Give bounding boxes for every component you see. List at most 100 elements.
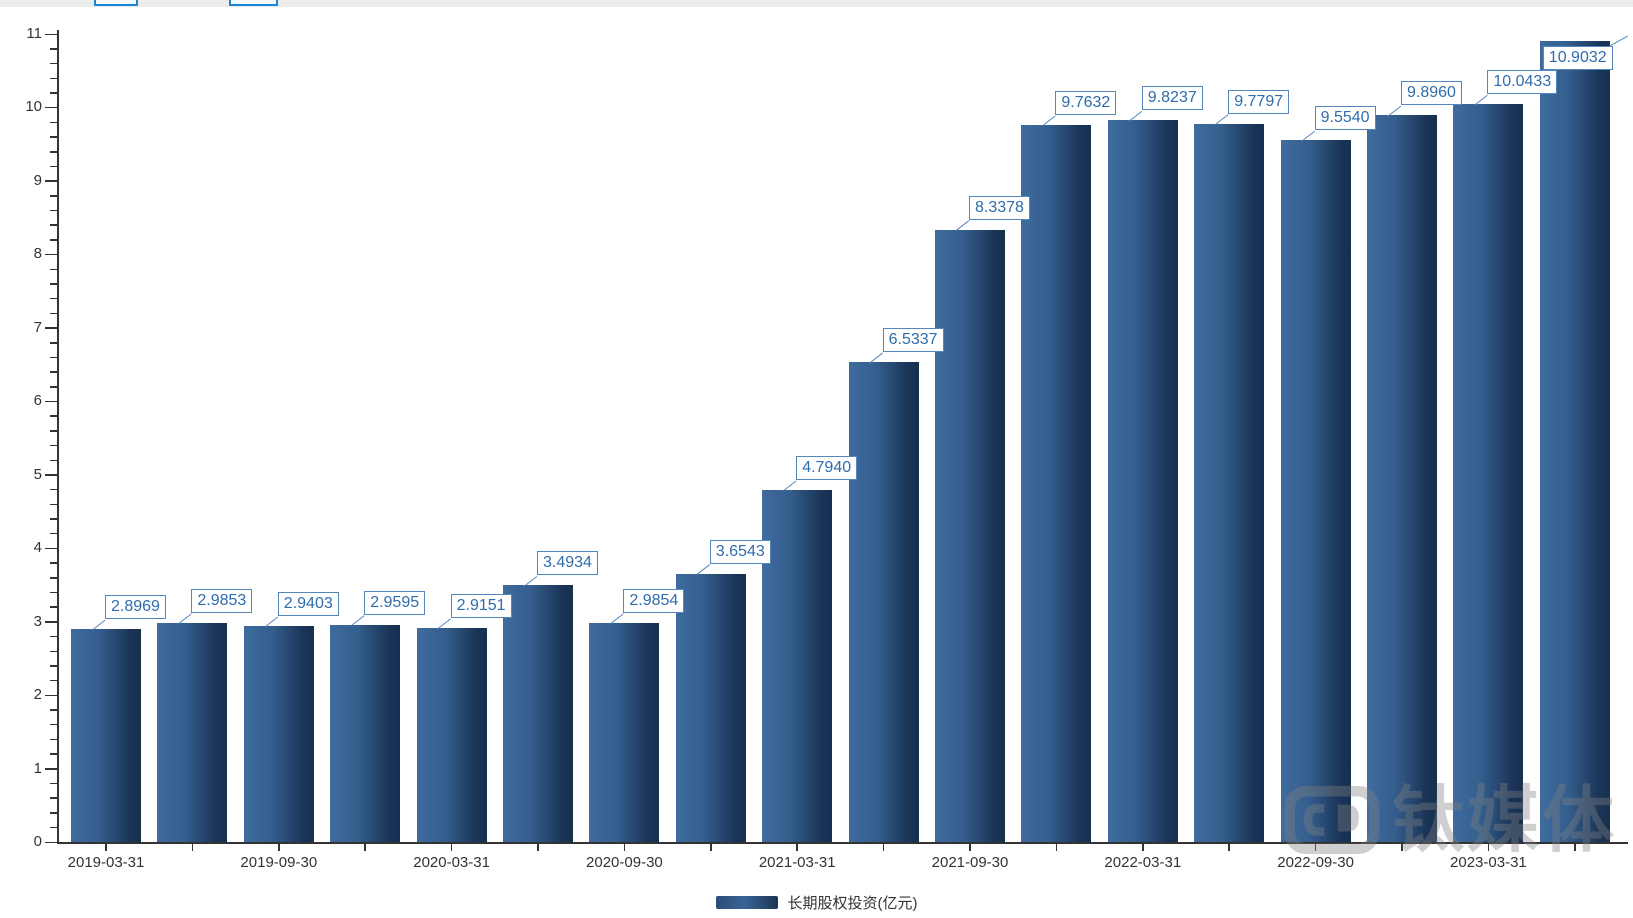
bar-value-label: 2.9854 (623, 588, 685, 613)
y-axis-tick (45, 621, 57, 623)
bar-value-label: 9.7797 (1228, 89, 1290, 114)
bar[interactable] (589, 622, 660, 842)
y-axis-minor-tick (50, 356, 57, 359)
bar[interactable] (1539, 41, 1610, 842)
x-axis-tick (450, 843, 453, 851)
y-axis-minor-tick (50, 415, 57, 417)
x-axis-tick (1314, 843, 1317, 851)
label-leader-line (869, 352, 883, 364)
bar[interactable] (848, 362, 919, 842)
x-axis-label: 2021-09-30 (931, 854, 1009, 871)
bar[interactable] (1194, 123, 1265, 842)
y-axis-minor-tick (50, 77, 57, 80)
y-axis-minor-tick (50, 297, 57, 300)
legend[interactable]: 长期股权投资(亿元) (0, 892, 1633, 913)
y-axis-label: 9 (33, 171, 42, 189)
y-axis-minor-tick (50, 650, 57, 653)
label-leader-line (1128, 111, 1143, 122)
bar-value-label: 10.9032 (1542, 46, 1613, 71)
label-leader-line (610, 613, 624, 625)
y-axis-minor-tick (50, 430, 57, 432)
x-axis-tick (105, 843, 107, 851)
bar[interactable] (1280, 140, 1351, 842)
bar[interactable] (1367, 115, 1437, 842)
y-axis-tick (45, 253, 57, 256)
y-axis-minor-tick (50, 503, 57, 506)
bar-value-label: 3.6543 (709, 539, 771, 564)
y-axis-minor-tick (50, 136, 57, 138)
y-axis-tick (45, 694, 57, 697)
x-axis-label: 2019-09-30 (240, 854, 318, 871)
label-leader-line (523, 575, 538, 587)
bar[interactable] (71, 629, 141, 842)
cropped-toolbar-strip (0, 0, 1633, 7)
x-axis-label: 2020-03-31 (413, 854, 490, 871)
bar-value-label: 9.8237 (1141, 86, 1203, 111)
y-axis-label: 10 (25, 98, 42, 116)
y-axis-minor-tick (50, 371, 57, 373)
x-axis-tick (623, 843, 626, 851)
bar-value-label: 2.9403 (277, 592, 339, 617)
y-axis-minor-tick (50, 591, 57, 594)
y-axis-minor-tick (50, 195, 57, 197)
label-leader-line (1387, 105, 1402, 117)
bar[interactable] (935, 229, 1005, 842)
y-axis-minor-tick (50, 665, 57, 667)
x-axis-line (57, 842, 1628, 844)
bar[interactable] (416, 627, 487, 842)
y-axis-label: 11 (26, 25, 42, 42)
y-axis-minor-tick (50, 342, 57, 344)
bar[interactable] (157, 622, 228, 842)
label-leader-line (1474, 94, 1488, 106)
x-axis-tick (1574, 843, 1576, 851)
bar[interactable] (1021, 124, 1092, 842)
bar-value-label: 6.5337 (882, 328, 944, 353)
x-axis-label: 2022-09-30 (1277, 854, 1354, 871)
x-axis-tick (1228, 843, 1230, 851)
y-axis-tick (45, 180, 57, 182)
x-axis-label: 2020-09-30 (586, 854, 663, 871)
y-axis-label: 4 (33, 539, 42, 557)
y-axis-minor-tick (50, 62, 57, 65)
y-axis-minor-tick (50, 532, 57, 535)
cropped-toolbar-button[interactable] (94, 0, 138, 6)
bar[interactable] (503, 585, 573, 842)
x-axis-tick (710, 843, 712, 851)
bar-value-label: 2.8969 (105, 595, 166, 620)
cropped-toolbar-button[interactable] (229, 0, 278, 6)
y-axis-minor-tick (50, 782, 57, 785)
bar[interactable] (675, 573, 746, 842)
bar-value-label: 2.9595 (364, 590, 426, 615)
y-axis-minor-tick (50, 753, 57, 755)
y-axis-minor-tick (50, 224, 57, 226)
bar[interactable] (1107, 120, 1178, 842)
label-leader-line (91, 619, 106, 631)
x-axis-tick (537, 843, 539, 851)
bar-value-label: 2.9853 (191, 588, 253, 613)
y-axis-minor-tick (50, 312, 57, 315)
bar[interactable] (762, 489, 833, 842)
y-axis-label: 6 (33, 392, 42, 410)
legend-label: 长期股权投资(亿元) (787, 895, 918, 912)
y-axis-minor-tick (50, 283, 57, 285)
y-axis-label: 2 (33, 686, 42, 704)
y-axis-minor-tick (50, 48, 57, 50)
y-axis-tick (45, 768, 57, 770)
y-axis-minor-tick (50, 239, 57, 241)
y-axis-tick (45, 400, 57, 403)
bar[interactable] (330, 624, 401, 842)
label-leader-line (437, 618, 451, 630)
bar[interactable] (1453, 104, 1524, 842)
y-axis-tick (45, 547, 57, 550)
y-axis-minor-tick (50, 151, 57, 153)
x-axis-tick (969, 843, 971, 851)
y-axis-minor-tick (50, 459, 57, 462)
bar-value-label: 10.0433 (1487, 70, 1558, 95)
y-axis-minor-tick (50, 92, 57, 94)
x-axis-label: 2023-03-31 (1450, 854, 1527, 871)
label-leader-line (955, 220, 970, 231)
y-axis-minor-tick (50, 562, 57, 564)
bar-value-label: 8.3378 (969, 195, 1030, 220)
bar[interactable] (243, 626, 314, 842)
label-leader-line (350, 615, 365, 627)
